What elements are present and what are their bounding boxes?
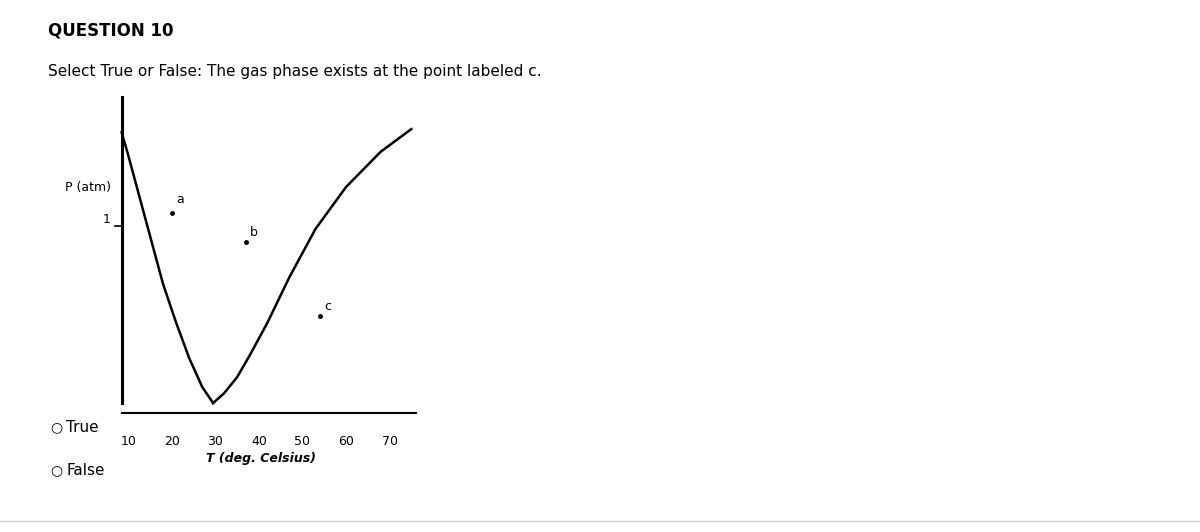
Text: QUESTION 10: QUESTION 10	[48, 21, 174, 39]
Text: ○: ○	[50, 463, 62, 477]
Text: b: b	[250, 226, 258, 239]
Text: 1: 1	[103, 213, 110, 226]
Text: True: True	[66, 420, 98, 435]
Text: Select True or False: The gas phase exists at the point labeled c.: Select True or False: The gas phase exis…	[48, 64, 541, 79]
Text: False: False	[66, 463, 104, 478]
Text: a: a	[176, 194, 184, 206]
Text: ○: ○	[50, 420, 62, 434]
Text: P (atm): P (atm)	[65, 181, 110, 194]
Text: c: c	[324, 300, 331, 313]
X-axis label: T (deg. Celsius): T (deg. Celsius)	[206, 452, 316, 465]
